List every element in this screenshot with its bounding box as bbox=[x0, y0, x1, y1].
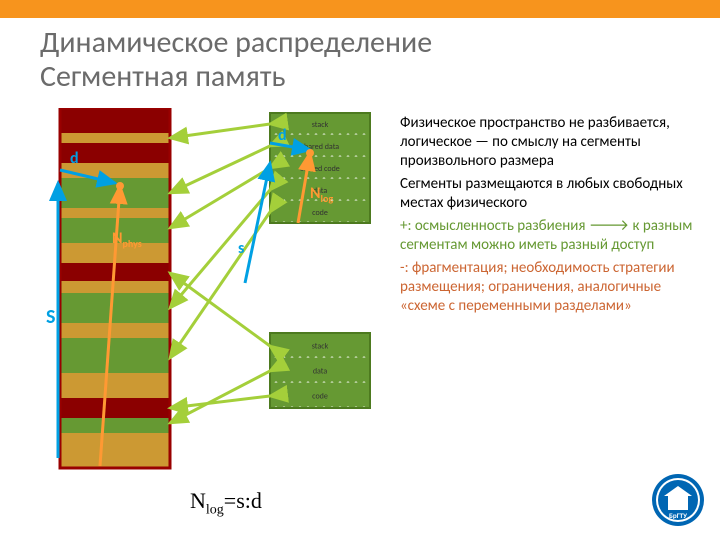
para-2: Сегменты размещаются в любых свободных м… bbox=[400, 175, 700, 213]
university-logo: БрГТУ bbox=[650, 472, 706, 528]
formula: Nlog=s:d bbox=[190, 488, 262, 518]
svg-text:stack: stack bbox=[312, 120, 329, 130]
svg-text:code: code bbox=[312, 392, 328, 402]
para-1: Физическое пространство не разбивается, … bbox=[400, 114, 700, 171]
accent-bar bbox=[0, 0, 720, 18]
para-minus: -: фрагментация; необходимость стратегии… bbox=[400, 259, 700, 316]
svg-text:d: d bbox=[70, 149, 79, 168]
svg-text:d: d bbox=[278, 126, 287, 145]
svg-text:S: S bbox=[46, 305, 55, 329]
svg-text:code: code bbox=[312, 208, 328, 218]
title-line1: Динамическое распределение bbox=[40, 24, 432, 61]
svg-text:data: data bbox=[313, 367, 328, 377]
svg-text:БрГТУ: БрГТУ bbox=[669, 511, 687, 520]
memory-diagram: stackshared datashared codedatacodestack… bbox=[40, 108, 400, 528]
svg-text:stack: stack bbox=[312, 342, 329, 352]
body-text: Физическое пространство не разбивается, … bbox=[400, 114, 700, 320]
title-line2: Сегментная память bbox=[40, 58, 286, 95]
svg-text:s: s bbox=[238, 239, 244, 258]
para-plus: +: осмысленность разбиения 🡒 к разным се… bbox=[400, 217, 700, 255]
slide-title: Динамическое распределение Сегментная па… bbox=[40, 26, 432, 94]
